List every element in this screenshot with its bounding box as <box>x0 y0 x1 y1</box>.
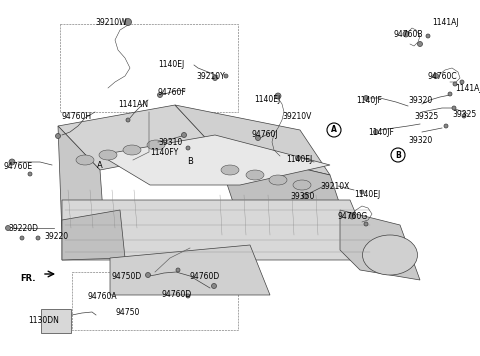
Text: A: A <box>331 126 337 135</box>
Circle shape <box>213 75 217 80</box>
Circle shape <box>212 283 216 288</box>
Text: 94760A: 94760A <box>88 292 118 301</box>
Text: 94760C: 94760C <box>428 72 457 81</box>
Text: 1130DN: 1130DN <box>28 316 59 325</box>
Text: B: B <box>395 151 401 159</box>
Circle shape <box>181 132 187 137</box>
Circle shape <box>403 31 409 37</box>
Text: 94760E: 94760E <box>4 162 33 171</box>
Ellipse shape <box>362 235 418 275</box>
Circle shape <box>349 213 355 219</box>
Text: 1140FY: 1140FY <box>150 148 178 157</box>
Circle shape <box>426 34 430 38</box>
Ellipse shape <box>269 175 287 185</box>
Text: 1141AN: 1141AN <box>118 100 148 109</box>
Circle shape <box>20 236 24 240</box>
Circle shape <box>36 236 40 240</box>
Circle shape <box>444 124 448 128</box>
Ellipse shape <box>293 180 311 190</box>
Circle shape <box>275 93 281 99</box>
Circle shape <box>391 148 405 162</box>
FancyBboxPatch shape <box>41 309 71 333</box>
Polygon shape <box>100 135 330 185</box>
Circle shape <box>186 294 190 298</box>
Circle shape <box>453 82 457 86</box>
Circle shape <box>296 156 300 161</box>
Ellipse shape <box>221 165 239 175</box>
Circle shape <box>124 19 132 26</box>
Circle shape <box>5 225 11 230</box>
Text: 1140EJ: 1140EJ <box>286 155 312 164</box>
Text: 39320: 39320 <box>408 136 432 145</box>
Polygon shape <box>110 245 270 295</box>
Text: 94760J: 94760J <box>252 130 278 139</box>
Polygon shape <box>340 210 420 280</box>
Text: 94750D: 94750D <box>112 272 142 281</box>
Text: 1140EJ: 1140EJ <box>354 190 380 199</box>
Text: B: B <box>187 157 193 167</box>
Circle shape <box>255 136 261 141</box>
Polygon shape <box>175 105 330 175</box>
Ellipse shape <box>147 140 165 150</box>
Circle shape <box>327 123 341 137</box>
Circle shape <box>224 74 228 78</box>
Text: 39350: 39350 <box>290 192 314 201</box>
Text: FR.: FR. <box>20 274 36 283</box>
Circle shape <box>28 172 32 176</box>
Circle shape <box>448 92 452 96</box>
Text: 39320: 39320 <box>408 96 432 105</box>
Circle shape <box>157 93 163 98</box>
Text: 39325: 39325 <box>414 112 438 121</box>
Circle shape <box>452 106 456 110</box>
Circle shape <box>433 73 439 79</box>
Text: 94760F: 94760F <box>158 88 187 97</box>
Text: 39310: 39310 <box>158 138 182 147</box>
Text: 94760D: 94760D <box>190 272 220 281</box>
Text: 94750: 94750 <box>116 308 140 317</box>
Circle shape <box>373 130 379 135</box>
Text: 39210X: 39210X <box>320 182 349 191</box>
Text: 39220: 39220 <box>44 232 68 241</box>
Ellipse shape <box>246 170 264 180</box>
Text: 94760G: 94760G <box>338 212 368 221</box>
Text: 39220D: 39220D <box>8 224 38 233</box>
Text: 39210W: 39210W <box>95 18 127 27</box>
Circle shape <box>364 222 368 226</box>
Ellipse shape <box>99 150 117 160</box>
Text: 94760H: 94760H <box>62 112 92 121</box>
Circle shape <box>176 268 180 272</box>
Circle shape <box>56 134 60 138</box>
Circle shape <box>186 146 190 150</box>
Text: A: A <box>97 161 103 169</box>
Text: 39325: 39325 <box>452 110 476 119</box>
Polygon shape <box>62 200 375 260</box>
Text: 1141AJ: 1141AJ <box>432 18 458 27</box>
Polygon shape <box>62 210 125 260</box>
Polygon shape <box>58 105 215 170</box>
Circle shape <box>145 272 151 277</box>
Circle shape <box>302 194 308 199</box>
Text: 1140JF: 1140JF <box>356 96 382 105</box>
Text: 94760D: 94760D <box>162 290 192 299</box>
Circle shape <box>418 42 422 47</box>
Circle shape <box>462 114 466 118</box>
Text: 1140EJ: 1140EJ <box>158 60 184 69</box>
Circle shape <box>363 95 369 100</box>
Text: 1140EJ: 1140EJ <box>254 95 280 104</box>
Circle shape <box>360 190 364 194</box>
Ellipse shape <box>123 145 141 155</box>
Polygon shape <box>215 148 350 235</box>
Circle shape <box>460 80 464 84</box>
Text: 94760B: 94760B <box>394 30 423 39</box>
Circle shape <box>126 118 130 122</box>
Text: 1141AJ: 1141AJ <box>455 84 480 93</box>
Text: 39210V: 39210V <box>282 112 312 121</box>
Text: 1140JF: 1140JF <box>368 128 394 137</box>
Circle shape <box>9 159 15 165</box>
Text: 39210Y: 39210Y <box>196 72 225 81</box>
Polygon shape <box>58 126 105 240</box>
Ellipse shape <box>76 155 94 165</box>
